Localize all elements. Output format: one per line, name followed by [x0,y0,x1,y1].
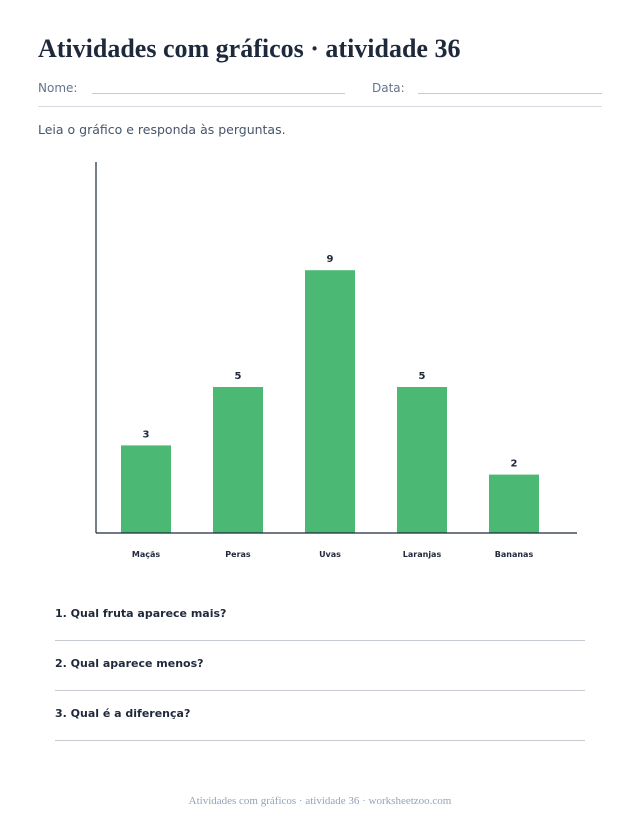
data-label-1: 5 [235,371,242,382]
category-label-1: Peras [225,550,251,559]
category-label-4: Bananas [495,550,534,559]
bar-2 [305,270,355,533]
bar-4 [489,474,539,533]
date-label: Data: [372,81,405,95]
question-3: 3. Qual é a diferença? [55,707,191,720]
category-label-2: Uvas [319,550,341,559]
data-label-0: 3 [143,429,150,440]
bar-0 [121,445,171,533]
name-line [92,93,345,94]
header-divider [38,106,602,107]
category-label-0: Maçãs [132,550,161,559]
instructions: Leia o gráfico e responda às perguntas. [38,122,286,137]
name-label: Nome: [38,81,78,95]
bar-chart: 3 Maçãs 5 Peras 9 Uvas 5 Laranjas 2 Bananas [95,162,577,559]
answer-line-2[interactable] [55,690,585,691]
data-label-2: 9 [327,254,334,265]
answer-line-1[interactable] [55,640,585,641]
category-label-3: Laranjas [403,550,442,559]
date-line [418,93,602,94]
page-title: Atividades com gráficos · atividade 36 [38,34,461,63]
data-label-3: 5 [419,371,426,382]
question-2: 2. Qual aparece menos? [55,657,204,670]
question-1: 1. Qual fruta aparece mais? [55,607,227,620]
footer: Atividades com gráficos · atividade 36 ·… [188,795,452,807]
answer-line-3[interactable] [55,740,585,741]
bar-3 [397,387,447,533]
data-label-4: 2 [511,459,518,470]
bar-1 [213,387,263,533]
